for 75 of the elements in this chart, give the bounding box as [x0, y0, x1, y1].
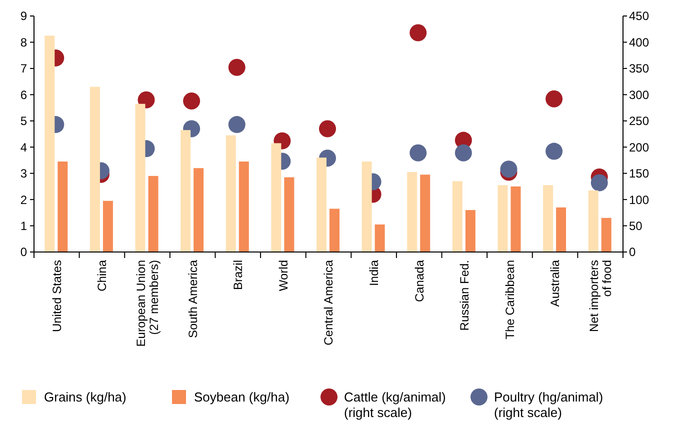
bar — [498, 185, 508, 252]
y-tick-label: 0 — [20, 245, 28, 260]
bar — [374, 224, 385, 252]
y-tick-label: 1 — [20, 218, 28, 233]
y2-tick-label: 450 — [629, 9, 650, 24]
bar — [510, 186, 521, 252]
x-tick-label: Central America — [322, 260, 336, 346]
bar — [148, 176, 158, 252]
y-tick-label: 8 — [20, 35, 28, 50]
x-tick-label: Brazil — [231, 260, 246, 290]
y2-tick-label: 0 — [629, 245, 636, 260]
x-tick-label: European Union (27 members) — [134, 260, 162, 347]
point — [228, 116, 246, 134]
bar — [465, 210, 476, 252]
bar — [330, 208, 340, 252]
bar — [556, 207, 566, 252]
y2-tick-label: 100 — [629, 192, 650, 207]
point — [138, 91, 155, 108]
point — [228, 58, 246, 76]
point — [454, 144, 472, 162]
x-tick-label: World — [276, 260, 290, 292]
x-tick-label: Net importers of food — [586, 260, 614, 332]
y-tick-label: 4 — [20, 140, 28, 154]
legend-label: Grains (kg/ha) — [44, 390, 126, 405]
point — [546, 90, 563, 108]
y2-tick-label: 350 — [629, 62, 650, 76]
y2-tick-label: 300 — [629, 88, 650, 102]
x-tick-label: United States — [50, 260, 64, 332]
x-tick-label: China — [95, 260, 110, 292]
bar — [194, 168, 204, 252]
legend-label: Cattle (kg/animal) (right scale) — [344, 390, 446, 420]
x-tick-label: South America — [186, 260, 200, 338]
bar — [407, 172, 418, 252]
point — [410, 24, 427, 42]
point — [319, 120, 336, 138]
point — [410, 144, 427, 162]
bar — [601, 218, 612, 252]
y-tick-label: 7 — [20, 62, 28, 76]
x-tick-label: The Caribbean — [502, 260, 517, 340]
bar — [362, 162, 372, 252]
bar — [90, 86, 100, 252]
x-tick-label: Australia — [548, 260, 562, 307]
bar — [44, 36, 55, 252]
bar — [420, 174, 430, 252]
y2-tick-label: 400 — [629, 35, 650, 50]
bar — [238, 162, 249, 252]
bar — [543, 185, 554, 252]
y2-tick-label: 250 — [629, 114, 650, 128]
bar — [102, 200, 113, 252]
y-tick-label: 3 — [20, 166, 28, 181]
x-tick-label: Russian Fed. — [458, 260, 472, 331]
y2-tick-label: 200 — [629, 140, 650, 154]
y-tick-label: 5 — [20, 114, 28, 128]
point — [500, 160, 518, 178]
bar — [180, 130, 191, 252]
y2-tick-label: 150 — [629, 166, 650, 181]
y-tick-label: 6 — [20, 88, 28, 102]
y-tick-label: 9 — [20, 9, 28, 24]
bar — [284, 177, 294, 252]
y2-tick-label: 50 — [629, 218, 643, 233]
x-tick-label: Canada — [412, 260, 426, 302]
bar — [58, 162, 68, 252]
bar — [135, 104, 146, 252]
point — [546, 142, 563, 160]
point — [183, 92, 200, 110]
legend-label: Soybean (kg/ha) — [194, 390, 290, 405]
x-tick-label: India — [367, 260, 382, 286]
bar — [588, 190, 598, 252]
bar — [452, 181, 462, 252]
bar — [271, 143, 282, 252]
bar — [316, 158, 326, 252]
point — [590, 174, 608, 192]
legend-label: Poultry (hg/animal) (right scale) — [494, 390, 604, 420]
bar — [226, 135, 236, 252]
y-tick-label: 2 — [20, 192, 28, 207]
